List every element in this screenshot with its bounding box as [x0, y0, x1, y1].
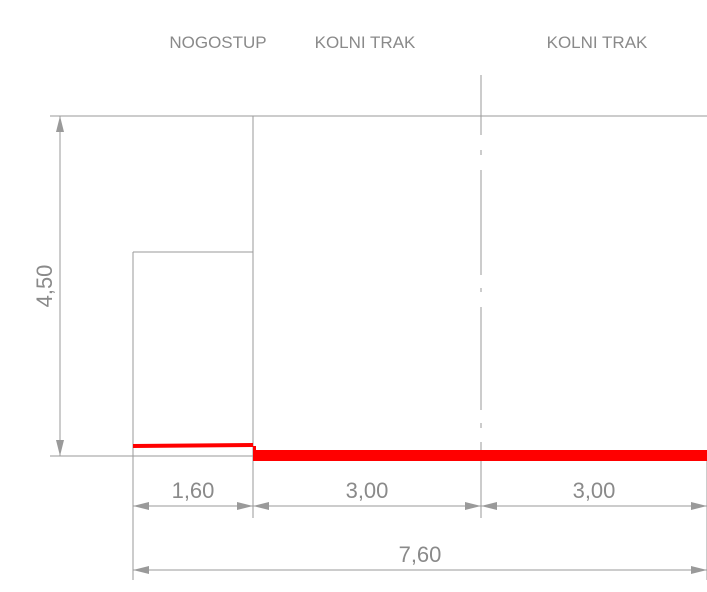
- width-dimensions-row: 1,60 3,00 3,00: [133, 478, 707, 510]
- road-surface: [133, 443, 707, 461]
- header-sidewalk: NOGOSTUP: [169, 33, 266, 52]
- header-lane-right: KOLNI TRAK: [547, 33, 648, 52]
- header-lane-left: KOLNI TRAK: [315, 33, 416, 52]
- lane-right-width-label: 3,00: [573, 478, 616, 503]
- clearance-outline: [50, 115, 707, 580]
- total-width-dimension: 7,60: [133, 542, 707, 574]
- total-width-label: 7,60: [399, 542, 442, 567]
- sidewalk-width-label: 1,60: [172, 478, 215, 503]
- height-dimension: 4,50: [32, 116, 64, 456]
- lane-left-width-label: 3,00: [346, 478, 389, 503]
- height-dimension-label: 4,50: [32, 265, 57, 308]
